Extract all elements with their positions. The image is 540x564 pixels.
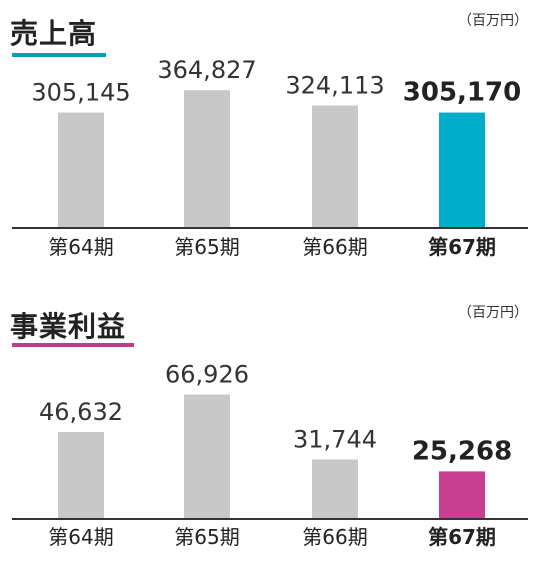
category-label-2: 第65期 [174,525,239,549]
bar-2 [184,90,230,227]
profit-bar-chart: 46,632 第64期 66,926 第65期 31,744 第66期 25,268 第67期 [12,361,528,549]
category-label-1: 第64期 [48,525,113,549]
sales-chart-section: 売上高 （百万円） 305,145 第64期 364,827 第65期 324,113 第… [0,0,540,275]
bar-3 [312,105,358,227]
sales-chart-title: 売上高 [10,17,98,50]
category-label-2: 第65期 [174,235,239,259]
bar-1 [58,431,104,518]
value-label-3: 324,113 [285,71,384,99]
profit-chart-title: 事業利益 [10,310,127,343]
bar-2 [184,394,230,518]
category-label-4: 第67期 [428,525,496,549]
category-label-3: 第66期 [302,235,367,259]
value-label-1: 305,145 [31,79,130,107]
value-label-2: 66,926 [165,361,249,389]
bar-4 [439,112,485,227]
value-label-1: 46,632 [39,398,123,426]
category-label-3: 第66期 [302,525,367,549]
sales-bar-chart: 305,145 第64期 364,827 第65期 324,113 第66期 305,170… [12,56,528,259]
value-label-3: 31,744 [293,425,377,453]
value-label-4: 305,170 [403,78,521,108]
sales-title-underline [12,53,106,57]
bar-3 [312,459,358,518]
profit-unit-label: （百万円） [458,305,528,321]
category-label-4: 第67期 [428,235,496,259]
value-label-2: 364,827 [157,56,256,84]
profit-chart-section: 事業利益 （百万円） 46,632 第64期 66,926 第65期 31,744 第66… [0,290,540,564]
bar-1 [58,112,104,227]
profit-title-underline [12,343,134,347]
sales-unit-label: （百万円） [458,13,528,29]
category-label-1: 第64期 [48,235,113,259]
value-label-4: 25,268 [412,436,512,466]
bar-4 [439,471,485,518]
